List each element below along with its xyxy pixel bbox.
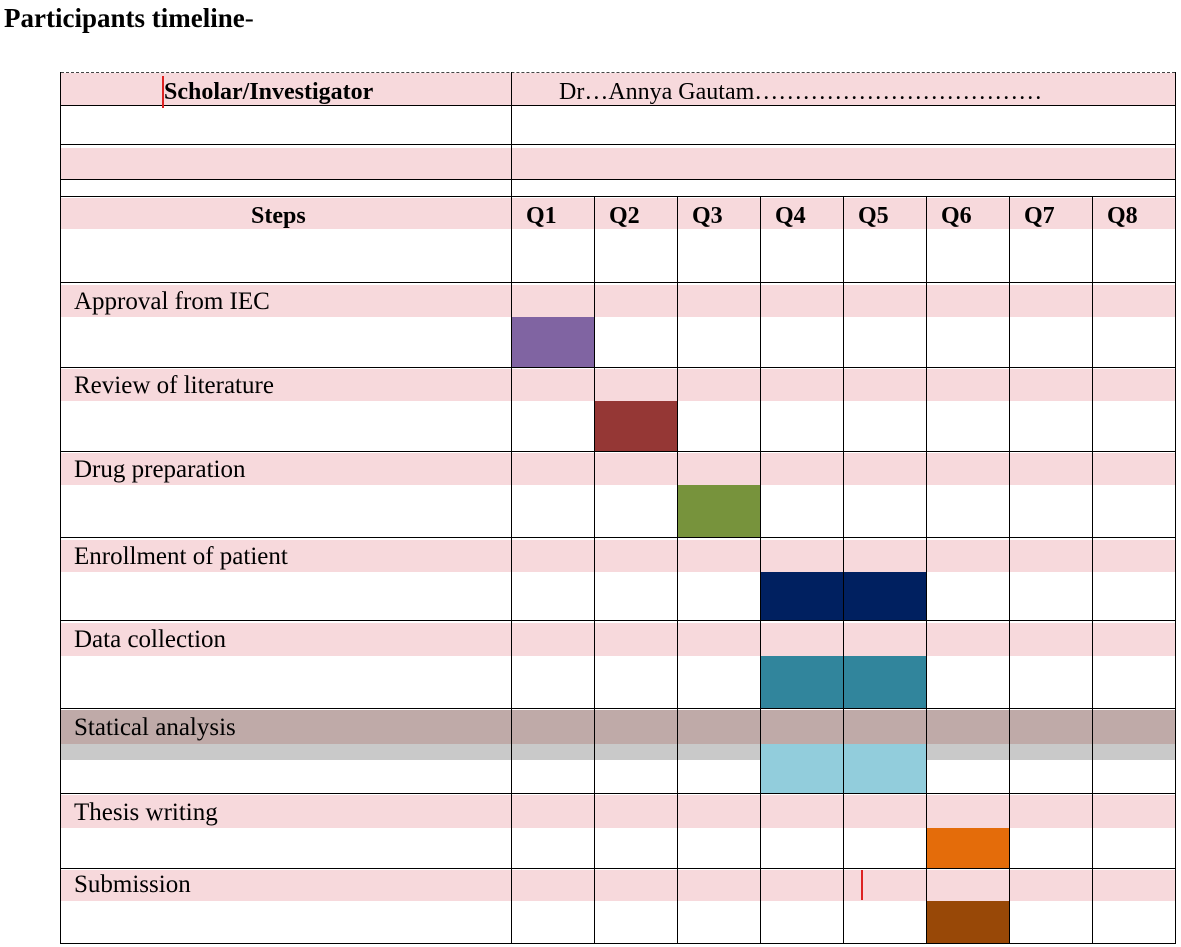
timeline-table: Scholar/Investigator Dr…Annya Gautam…………… (60, 72, 1176, 944)
analysis-row-shading (61, 710, 1175, 744)
table-top-border (61, 72, 1175, 73)
quarter-header: Q7 (1024, 203, 1055, 229)
row-divider (61, 708, 1175, 709)
step-label: Review of literature (74, 372, 274, 399)
quarter-header: Q1 (526, 203, 557, 229)
step-row-shading (61, 795, 1175, 828)
row-divider (61, 620, 1175, 621)
document-title: Participants timeline- (4, 3, 254, 33)
column-divider (594, 196, 595, 943)
quarter-header: Q8 (1107, 203, 1138, 229)
column-divider (926, 196, 927, 943)
column-divider (1092, 196, 1093, 943)
quarter-header: Q6 (941, 203, 972, 229)
step-row-shading (61, 369, 1175, 401)
row-divider (61, 451, 1175, 452)
row-divider (61, 105, 1175, 106)
investigator-label: Scholar/Investigator (164, 79, 374, 105)
step-row-shading (61, 870, 1175, 901)
row-divider (61, 196, 1175, 197)
steps-header: Steps (251, 203, 306, 229)
analysis-row-shading-grey (61, 744, 1175, 760)
quarter-header: Q2 (609, 203, 640, 229)
gantt-bar (677, 485, 760, 537)
investigator-value: Dr…Annya Gautam……………………………… (559, 79, 1043, 105)
step-label: Submission (74, 871, 191, 898)
step-row-shading (61, 453, 1175, 485)
step-label: Enrollment of patient (74, 543, 288, 570)
step-label: Drug preparation (74, 456, 246, 483)
row-divider (61, 367, 1175, 368)
quarter-header: Q4 (775, 203, 806, 229)
column-divider (760, 196, 761, 943)
text-cursor (162, 76, 164, 108)
row-divider (61, 868, 1175, 869)
step-label: Statical analysis (74, 714, 236, 741)
row-divider (61, 537, 1175, 538)
gantt-bar (926, 901, 1009, 943)
row-divider (61, 144, 1175, 145)
quarter-header: Q3 (692, 203, 723, 229)
step-row-shading (61, 623, 1175, 656)
step-row-shading (61, 540, 1175, 572)
column-divider (843, 196, 844, 943)
column-divider (677, 196, 678, 943)
gantt-bar (926, 828, 1009, 868)
investigator-row-shading (61, 73, 1175, 105)
row-divider (61, 282, 1175, 283)
gantt-bar (594, 401, 677, 451)
step-label: Approval from IEC (74, 288, 270, 315)
quarter-header: Q5 (858, 203, 889, 229)
column-divider (1009, 196, 1010, 943)
text-cursor (861, 870, 863, 900)
gantt-bar (511, 317, 594, 367)
step-label: Data collection (74, 626, 227, 653)
step-row-shading (61, 285, 1175, 317)
column-divider (511, 72, 512, 943)
step-label: Thesis writing (74, 799, 218, 826)
blank-row-shading (61, 148, 1175, 179)
header-row-shading (61, 198, 1175, 229)
row-divider (61, 179, 1175, 180)
row-divider (61, 793, 1175, 794)
